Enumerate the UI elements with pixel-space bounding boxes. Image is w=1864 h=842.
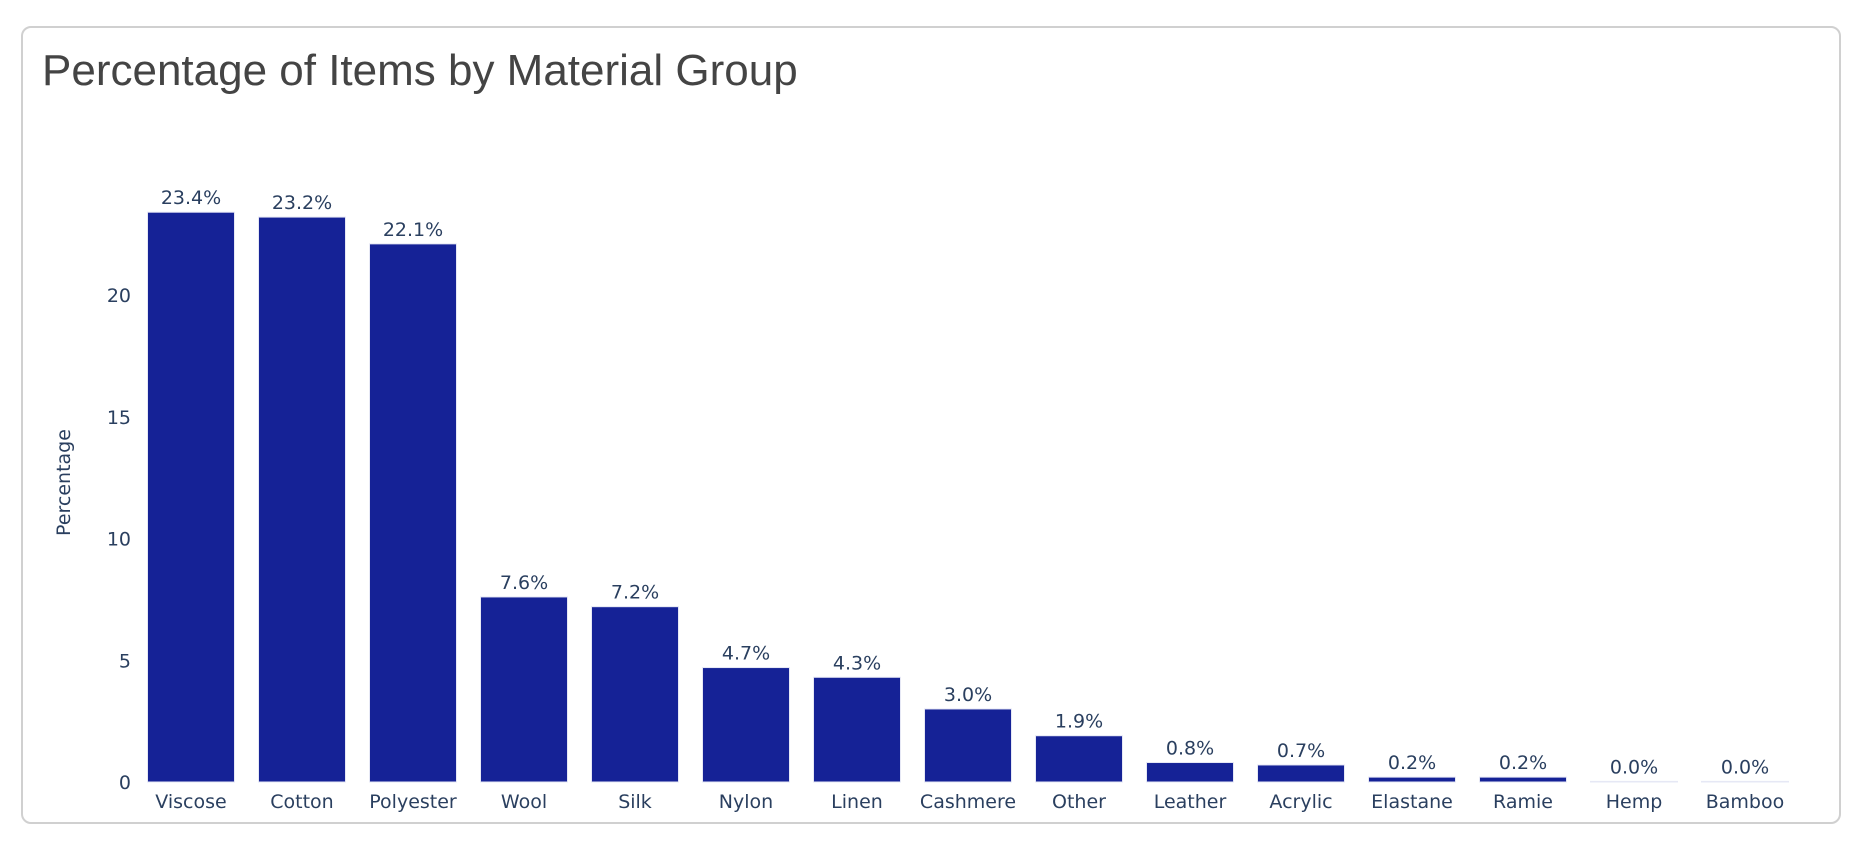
bar [1368,776,1456,783]
y-tick-label: 20 [107,285,131,307]
data-label: 4.7% [722,643,770,665]
x-tick-label: Hemp [1606,791,1663,813]
data-label: 7.6% [500,572,548,594]
x-tick-label: Bamboo [1706,791,1785,813]
data-label: 1.9% [1055,711,1103,733]
data-label: 0.7% [1277,740,1325,762]
x-tick-label: Cashmere [920,791,1016,813]
x-tick-label: Linen [831,791,883,813]
x-tick-label: Acrylic [1269,791,1332,813]
bar [1590,780,1678,783]
data-label: 23.2% [272,192,332,214]
bar [480,596,568,783]
data-label: 4.3% [833,652,881,674]
bar [591,606,679,783]
data-label: 3.0% [944,684,992,706]
x-tick-label: Viscose [155,791,226,813]
bar [258,216,346,783]
data-label: 22.1% [383,219,443,241]
data-label: 7.2% [611,582,659,604]
bar [1035,735,1123,783]
y-tick-label: 0 [119,772,131,794]
bar [369,243,457,783]
bar [813,676,901,783]
bar [147,211,235,783]
y-tick-label: 15 [107,407,131,429]
x-tick-label: Cotton [270,791,333,813]
data-label: 0.8% [1166,738,1214,760]
y-tick-label: 5 [119,650,131,672]
x-tick-label: Silk [618,791,652,813]
bar [1479,776,1567,783]
x-tick-label: Wool [501,791,547,813]
bar [1701,780,1789,783]
x-tick-label: Elastane [1371,791,1453,813]
x-tick-label: Polyester [369,791,457,813]
data-label: 0.2% [1499,752,1547,774]
x-tick-label: Ramie [1493,791,1553,813]
y-tick-label: 10 [107,529,131,551]
bar [1257,764,1345,783]
x-tick-label: Nylon [719,791,773,813]
x-tick-label: Other [1052,791,1106,813]
x-tick-label: Leather [1154,791,1227,813]
data-label: 0.2% [1388,752,1436,774]
data-label: 0.0% [1721,756,1769,778]
bar [702,667,790,783]
chart-title: Percentage of Items by Material Group [42,46,798,95]
data-label: 0.0% [1610,756,1658,778]
data-label: 23.4% [161,187,221,209]
bar [1146,762,1234,783]
bar [924,708,1012,783]
y-axis-label: Percentage [53,429,75,536]
